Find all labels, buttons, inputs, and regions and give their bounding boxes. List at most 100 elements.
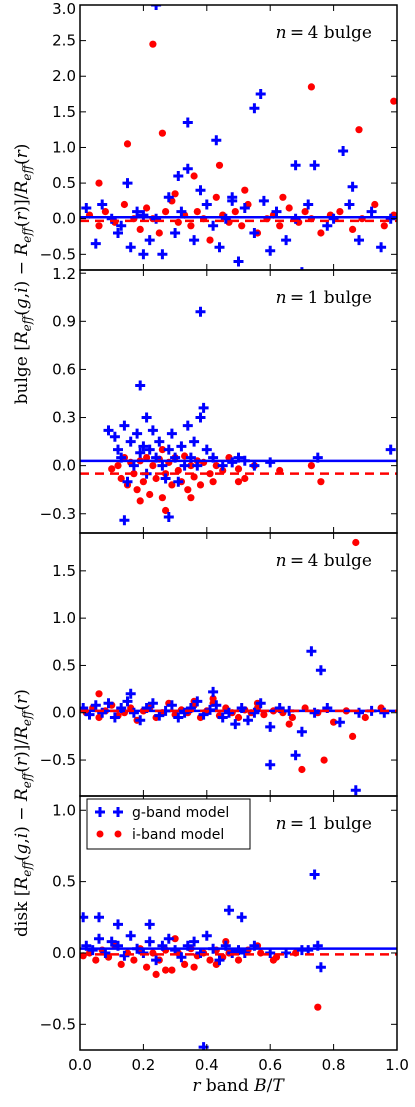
g-band-point — [208, 220, 219, 231]
g-band-point — [217, 460, 228, 471]
g-band-point — [163, 933, 174, 944]
i-band-point — [361, 713, 369, 722]
g-band-point — [376, 242, 387, 253]
panel-3: −0.5 0.0 0.5 1.0 1.5 n = 4 bulge — [40, 532, 398, 797]
panel-label: n = 1 bulge — [276, 814, 372, 834]
i-band-point — [349, 732, 357, 741]
g-band-point — [255, 698, 266, 709]
g-band-point — [144, 444, 155, 455]
i-band-point — [238, 222, 246, 230]
g-band-point — [154, 710, 165, 721]
g-band-point — [249, 103, 260, 114]
g-band-point — [90, 700, 101, 711]
g-band-point — [192, 460, 203, 471]
g-band-point — [258, 195, 269, 206]
i-band-point — [155, 229, 163, 237]
g-band-point — [211, 135, 222, 146]
i-band-point — [231, 208, 239, 216]
i-band-point — [101, 208, 109, 216]
g-band-point — [290, 160, 301, 171]
i-band-point — [117, 960, 125, 969]
g-band-point — [176, 441, 187, 452]
g-band-point — [94, 933, 104, 944]
i-band-point — [234, 465, 243, 473]
g-band-point — [154, 436, 165, 447]
g-band-point — [109, 712, 120, 723]
i-band-point — [209, 478, 217, 486]
g-band-point — [163, 512, 174, 522]
g-band-point — [163, 444, 174, 455]
i-band-point — [171, 935, 179, 943]
y-tick-label: −0.5 — [40, 245, 76, 263]
i-band-point — [187, 462, 195, 470]
y-tick-label: −0.3 — [40, 505, 76, 523]
g-band-point — [201, 444, 212, 455]
g-band-point — [151, 955, 162, 966]
g-band-point — [201, 930, 212, 941]
i-band-point — [139, 478, 147, 486]
y-tick-label: 0.0 — [52, 704, 76, 722]
i-band-point — [143, 204, 151, 212]
i-band-point — [114, 462, 122, 470]
i-band-point — [196, 481, 205, 489]
plot-area — [80, 5, 397, 270]
i-band-point — [158, 446, 166, 454]
g-band-point — [109, 431, 120, 442]
g-band-point — [157, 249, 168, 260]
g-band-point — [379, 707, 390, 718]
panel-label: n = 4 bulge — [276, 551, 372, 571]
plot-area — [80, 306, 397, 526]
i-band-point — [307, 83, 315, 91]
i-band-point — [120, 200, 128, 209]
i-band-point — [187, 222, 195, 230]
g-band-point — [119, 515, 130, 526]
i-band-point — [285, 204, 293, 212]
i-band-point — [174, 466, 182, 475]
g-band-point — [281, 235, 292, 246]
y-tick-label: 3.0 — [52, 0, 76, 18]
x-tick-label: 0.4 — [195, 1056, 219, 1074]
g-band-point — [138, 249, 149, 260]
g-band-point — [220, 213, 231, 224]
i-band-point — [307, 462, 315, 470]
i-band-point — [380, 222, 388, 230]
g-band-point — [173, 712, 184, 723]
i-band-point — [279, 193, 287, 201]
g-band-point — [233, 256, 244, 267]
g-band-point — [265, 759, 276, 770]
i-band-point — [241, 186, 249, 194]
g-band-point — [265, 457, 276, 468]
g-band-point — [198, 402, 209, 413]
legend-label-g-band: g-band model — [132, 805, 229, 821]
g-band-point — [309, 160, 320, 171]
g-band-point — [214, 955, 225, 966]
g-band-point — [315, 962, 326, 973]
i-band-point — [215, 161, 224, 169]
g-band-point — [138, 441, 149, 452]
g-band-point — [249, 460, 260, 471]
i-band-point — [143, 454, 151, 462]
g-band-point — [173, 476, 184, 487]
y-tick-label: −0.5 — [40, 1015, 76, 1033]
g-band-point — [217, 712, 228, 723]
g-band-point — [189, 936, 200, 947]
i-band-point — [152, 474, 160, 483]
g-band-point — [208, 686, 219, 697]
g-band-point — [338, 146, 349, 156]
i-band-point — [143, 963, 151, 971]
y-tick-label: 1.2 — [52, 265, 76, 283]
i-band-point — [336, 208, 344, 216]
i-band-point — [190, 172, 198, 180]
i-band-point — [123, 140, 132, 148]
y-tick-label: 1.0 — [52, 801, 76, 819]
panel-frame — [79, 532, 398, 797]
i-band-point — [276, 466, 284, 475]
panel-4: −0.5 0.0 0.5 1.0 0.0 0.2 0.4 0.6 0.8 1.0 n = 1 bul… — [40, 795, 409, 1074]
i-band-point — [162, 208, 170, 216]
i-band-point — [130, 956, 138, 964]
panel-label: n = 4 bulge — [276, 23, 372, 43]
i-band-point — [184, 486, 192, 494]
i-band-point — [206, 470, 214, 478]
g-band-point — [243, 715, 253, 726]
